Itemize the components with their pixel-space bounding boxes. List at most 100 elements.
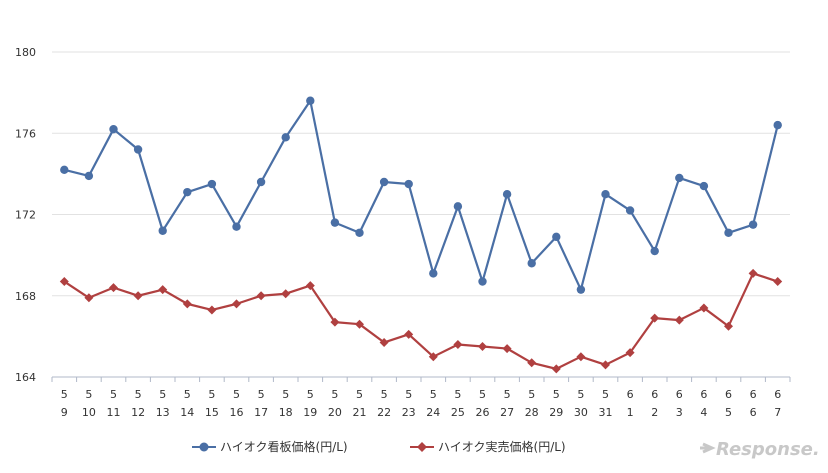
x-tick-label-month: 6 [651, 388, 658, 401]
data-point [699, 181, 709, 191]
x-tick-label-day: 20 [328, 406, 342, 419]
series-1 [60, 96, 782, 294]
data-point [59, 277, 69, 287]
data-point [625, 348, 635, 358]
data-point [330, 317, 340, 327]
data-point [625, 206, 635, 215]
x-tick-label-month: 5 [454, 388, 461, 401]
y-tick-label: 172 [15, 209, 36, 222]
data-point [109, 124, 118, 134]
x-tick-label-month: 5 [135, 388, 142, 401]
data-point [773, 277, 783, 287]
x-tick-label-day: 2 [651, 406, 658, 419]
data-point [355, 228, 364, 237]
x-tick-label-day: 5 [725, 406, 732, 419]
x-tick-label-month: 5 [577, 388, 584, 401]
data-point [305, 281, 315, 291]
x-tick-label-day: 31 [599, 406, 613, 419]
data-point [576, 285, 586, 294]
x-tick-label-month: 6 [676, 388, 683, 401]
data-point [724, 321, 733, 331]
gridlines [52, 51, 790, 378]
data-point [84, 293, 94, 303]
x-tick-label-day: 29 [549, 406, 563, 419]
x-tick-label-month: 5 [110, 388, 117, 401]
data-point [674, 315, 684, 325]
x-tick-label-month: 5 [233, 388, 240, 401]
legend-marker [417, 442, 427, 452]
data-point [478, 277, 487, 286]
data-point [502, 189, 512, 199]
data-point [109, 283, 118, 293]
data-point [552, 232, 561, 242]
data-point [232, 222, 241, 231]
legend-item: ハイオク実売価格(円/L) [410, 439, 566, 454]
data-point [748, 220, 758, 229]
x-tick-label-month: 5 [208, 388, 215, 401]
x-tick-label-day: 19 [303, 406, 317, 419]
x-tick-label-day: 3 [676, 406, 683, 419]
data-point [281, 133, 290, 142]
x-tick-label-month: 5 [85, 388, 92, 401]
legend-item: ハイオク看板価格(円/L) [192, 439, 348, 454]
data-point [601, 360, 610, 370]
data-point [183, 187, 192, 197]
x-tick-label-month: 5 [405, 388, 412, 401]
data-point [404, 179, 413, 189]
data-point [650, 246, 659, 256]
data-point [601, 189, 610, 199]
legend-label: ハイオク看板価格(円/L) [220, 439, 348, 454]
x-tick-label-day: 14 [180, 406, 194, 419]
data-point [724, 228, 733, 237]
y-tick-label: 164 [15, 371, 36, 384]
watermark-text: Response. [716, 439, 820, 460]
data-point [576, 352, 586, 362]
x-tick-label-day: 12 [131, 406, 145, 419]
x-axis: 5951051151251351451551651751851952052152… [51, 376, 791, 419]
x-tick-label-month: 5 [602, 388, 609, 401]
data-point [207, 179, 217, 189]
data-point [428, 352, 438, 362]
legend-marker [199, 442, 209, 452]
data-point [453, 340, 463, 349]
data-point [84, 171, 94, 181]
x-tick-label-month: 5 [553, 388, 560, 401]
data-point [748, 268, 758, 278]
data-point [527, 358, 537, 368]
data-point [527, 259, 536, 268]
x-tick-label-day: 21 [353, 406, 367, 419]
data-point [675, 173, 684, 183]
y-tick-label: 180 [15, 46, 36, 59]
x-tick-label-day: 16 [230, 406, 244, 419]
x-tick-label-day: 11 [107, 406, 121, 419]
x-tick-label-month: 6 [750, 388, 757, 401]
x-tick-label-day: 13 [156, 406, 170, 419]
data-point [650, 313, 660, 323]
x-tick-label-month: 6 [700, 388, 707, 401]
x-tick-label-month: 6 [725, 388, 732, 401]
data-point [478, 342, 487, 352]
y-axis: 164 168 172 176 180 [15, 46, 36, 384]
x-tick-label-month: 5 [307, 388, 314, 401]
x-tick-label-month: 5 [159, 388, 166, 401]
data-point [355, 319, 364, 329]
x-tick-label-month: 5 [331, 388, 338, 401]
series-layer [59, 96, 783, 374]
series-2 [59, 268, 783, 374]
x-tick-label-day: 26 [476, 406, 490, 419]
x-tick-label-month: 6 [774, 388, 781, 401]
data-point [133, 291, 143, 301]
x-tick-label-day: 24 [426, 406, 440, 419]
data-point [60, 165, 69, 175]
data-point [330, 218, 340, 227]
data-point [207, 305, 217, 315]
data-point [429, 269, 438, 278]
y-tick-label: 176 [15, 127, 36, 140]
x-tick-label-day: 1 [627, 406, 634, 419]
x-tick-label-day: 23 [402, 406, 416, 419]
legend: ハイオク看板価格(円/L) ハイオク実売価格(円/L) [192, 439, 566, 454]
data-point [133, 145, 143, 154]
x-tick-label-day: 17 [254, 406, 268, 419]
x-tick-label-day: 7 [774, 406, 781, 419]
